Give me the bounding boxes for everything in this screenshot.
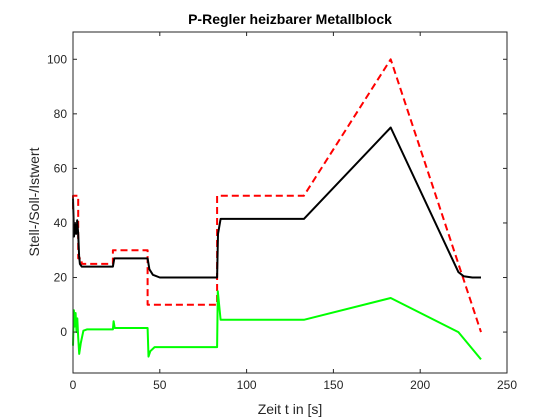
x-tick-label-1: 50 bbox=[153, 378, 167, 392]
y-tick-label-4: 80 bbox=[54, 107, 68, 121]
y-tick-label-3: 60 bbox=[54, 161, 68, 175]
x-axis-label: Zeit t in [s] bbox=[258, 401, 323, 417]
series-line-2 bbox=[72, 126, 481, 279]
plot-frame bbox=[72, 31, 508, 374]
y-axis-label: Stell-/Soll-/Istwert bbox=[26, 147, 42, 256]
x-tick-label-5: 250 bbox=[497, 378, 517, 392]
tick-layer: 0 50 100 150 200 250 0 20 40 60 80 100 bbox=[47, 32, 517, 392]
x-tick-label-0: 0 bbox=[70, 378, 77, 392]
y-tick-label-5: 100 bbox=[47, 52, 67, 66]
y-tick-label-0: 0 bbox=[60, 325, 67, 339]
chart-title: P-Regler heizbarer Metallblock bbox=[188, 11, 392, 27]
x-tick-label-2: 100 bbox=[237, 378, 257, 392]
y-tick-label-2: 40 bbox=[54, 216, 68, 230]
series-line-1 bbox=[72, 58, 482, 333]
y-tick-label-1: 20 bbox=[54, 271, 68, 285]
x-tick-label-4: 200 bbox=[410, 378, 430, 392]
plot-area bbox=[73, 32, 507, 373]
x-tick-label-3: 150 bbox=[323, 378, 343, 392]
